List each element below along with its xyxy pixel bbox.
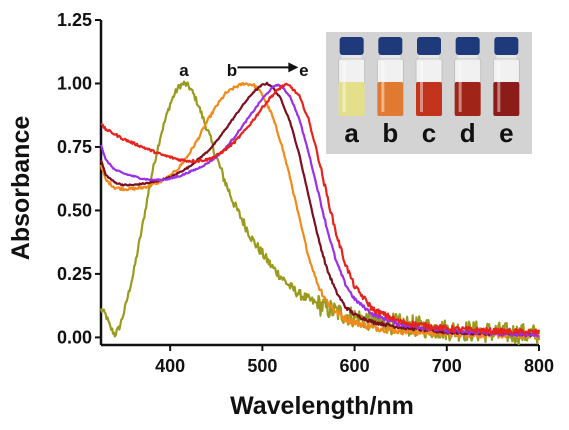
vial-glass: [416, 59, 442, 84]
vial-solution: [377, 82, 403, 116]
y-tick-label: 1.00: [57, 73, 92, 93]
x-axis-title: Wavelength/nm: [230, 392, 414, 420]
annotations: abe: [179, 61, 308, 80]
annotation-label-e: e: [299, 61, 308, 80]
vial-cap: [417, 37, 441, 55]
y-tick-label: 0.50: [57, 200, 92, 220]
vial-neck: [419, 55, 439, 59]
y-tick-label: 0.00: [57, 327, 92, 347]
vial-highlight: [497, 62, 500, 112]
vial-highlight: [381, 62, 384, 112]
vial-solution: [339, 82, 365, 116]
vial-solution: [493, 82, 519, 116]
vial-neck: [496, 55, 516, 59]
vial-label-d: d: [460, 118, 476, 148]
y-tick-label: 1.25: [57, 10, 92, 30]
x-tick-label: 600: [340, 356, 370, 376]
x-tick-label: 500: [247, 356, 277, 376]
y-tick-label: 0.25: [57, 264, 92, 284]
vial-neck: [342, 55, 362, 59]
x-tick-label: 700: [432, 356, 462, 376]
y-tick-label: 0.75: [57, 137, 92, 157]
vial-label-c: c: [422, 118, 436, 148]
vial-cap: [378, 37, 402, 55]
vial-cap: [340, 37, 364, 55]
vial-highlight: [420, 62, 423, 112]
vial-cap: [494, 37, 518, 55]
vial-label-e: e: [499, 118, 513, 148]
vial-solution: [455, 82, 481, 116]
x-tick-label: 400: [155, 356, 185, 376]
vial-photo-inset: abcde: [326, 32, 532, 154]
vial-solution: [416, 82, 442, 116]
annotation-label-b: b: [227, 61, 237, 80]
vial-highlight: [343, 62, 346, 112]
vial-glass: [377, 59, 403, 84]
annotation-label-a: a: [179, 61, 189, 80]
vial-highlight: [459, 62, 462, 112]
x-tick-label: 800: [524, 356, 554, 376]
vial-cap: [456, 37, 480, 55]
vial-label-b: b: [382, 118, 398, 148]
vial-label-a: a: [344, 118, 359, 148]
vial-glass: [339, 59, 365, 84]
vial-glass: [493, 59, 519, 84]
annotation-arrow-head: [288, 62, 298, 72]
vial-glass: [455, 59, 481, 84]
vial-neck: [458, 55, 478, 59]
vial-neck: [380, 55, 400, 59]
y-axis-title: Absorbance: [7, 116, 35, 261]
